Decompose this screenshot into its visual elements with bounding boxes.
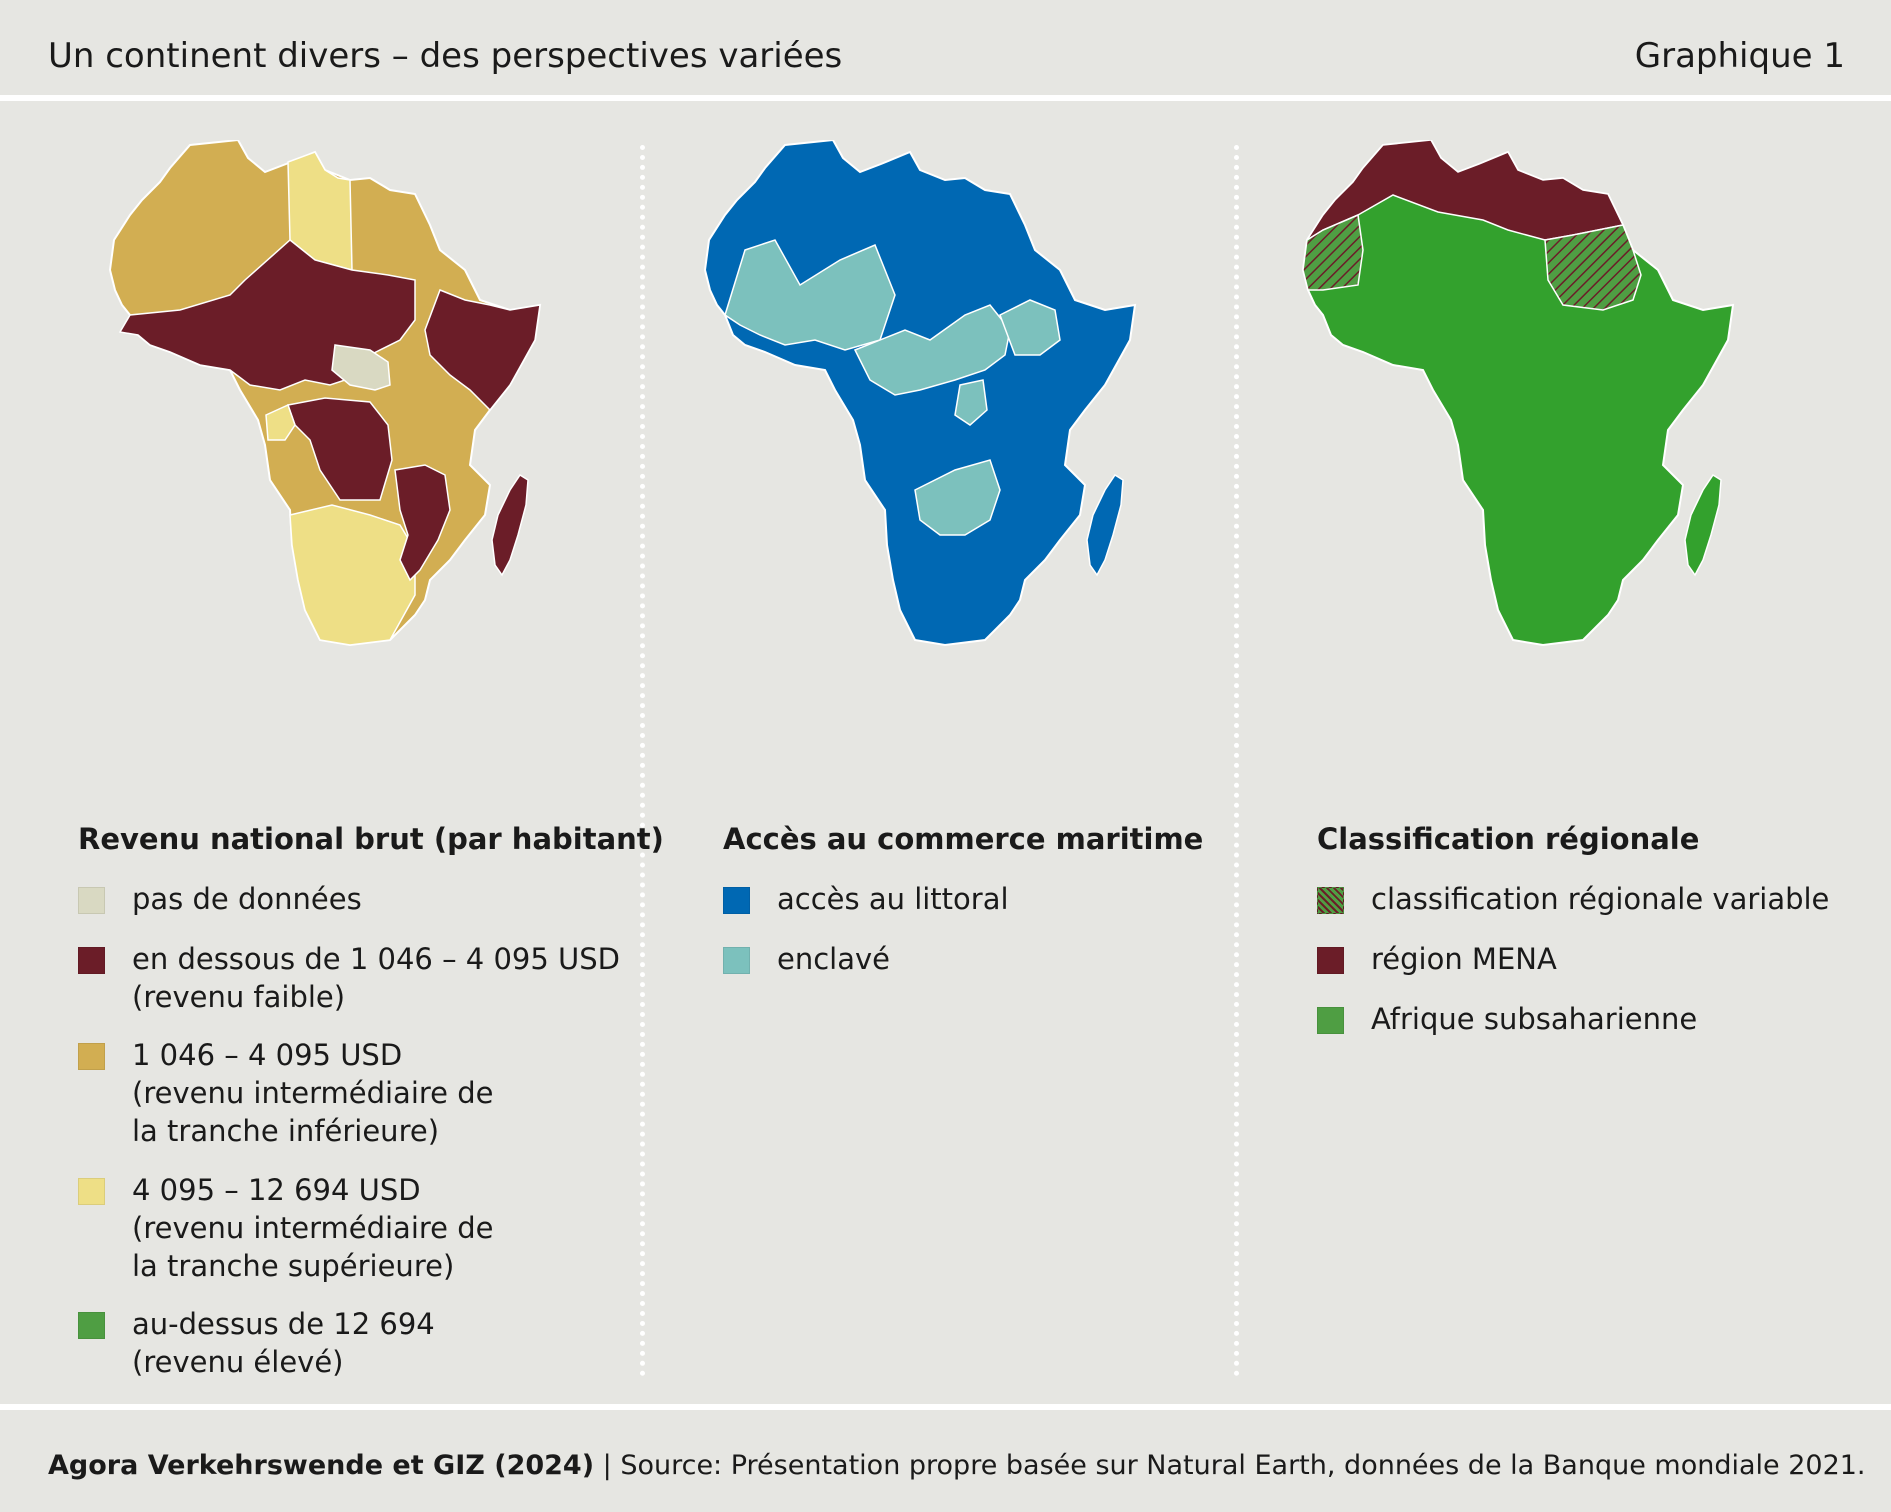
legend-label: (revenu faible): [132, 980, 346, 1014]
source-text: | Source: Présentation propre basée sur …: [594, 1450, 1866, 1481]
regional-legend-title: Classification régionale: [1317, 822, 1700, 856]
legend-label: classification régionale variable: [1371, 882, 1830, 916]
legend-swatch: [78, 947, 105, 974]
legend-label: région MENA: [1371, 942, 1557, 976]
income-legend-title: Revenu national brut (par habitant): [78, 822, 664, 856]
legend-swatch: [1317, 1007, 1344, 1034]
legend-swatch: [78, 1312, 105, 1339]
maritime-access-map: [704, 140, 1136, 646]
legend-label: accès au littoral: [777, 882, 1009, 916]
income-map: [109, 140, 541, 646]
figure-number: Graphique 1: [1634, 36, 1845, 76]
legend-label: enclavé: [777, 942, 890, 976]
legend-label: la tranche inférieure): [132, 1114, 440, 1148]
source-organization: Agora Verkehrswende et GIZ (2024): [48, 1450, 595, 1481]
source-line: Agora Verkehrswende et GIZ (2024) | Sour…: [48, 1450, 1866, 1481]
legend-swatch: [1317, 887, 1344, 914]
legend-swatch: [78, 887, 105, 914]
legend-label: la tranche supérieure): [132, 1249, 455, 1283]
legend-label: 1 046 – 4 095 USD: [132, 1038, 403, 1072]
legend-swatch: [723, 887, 750, 914]
legend-label: en dessous de 1 046 – 4 095 USD: [132, 942, 620, 976]
panel-divider: [640, 145, 645, 1377]
legend-label: au-dessus de 12 694: [132, 1307, 435, 1341]
figure-title: Un continent divers – des perspectives v…: [48, 36, 843, 76]
legend-label: (revenu intermédiaire de: [132, 1211, 494, 1245]
legend-label: (revenu intermédiaire de: [132, 1076, 494, 1110]
header: Un continent divers – des perspectives v…: [0, 0, 1891, 101]
legend-label: Afrique subsaharienne: [1371, 1002, 1698, 1036]
regional-classification-map: [1302, 140, 1734, 646]
footer: Agora Verkehrswende et GIZ (2024) | Sour…: [0, 1404, 1891, 1512]
legend-label: pas de données: [132, 882, 362, 916]
legend-label: (revenu élevé): [132, 1345, 344, 1379]
legend-swatch: [723, 947, 750, 974]
legend-swatch: [78, 1178, 105, 1205]
legend-swatch: [1317, 947, 1344, 974]
legend-label: 4 095 – 12 694 USD: [132, 1173, 421, 1207]
panel-divider: [1234, 145, 1239, 1377]
legend-swatch: [78, 1043, 105, 1070]
maritime-legend-title: Accès au commerce maritime: [723, 822, 1204, 856]
